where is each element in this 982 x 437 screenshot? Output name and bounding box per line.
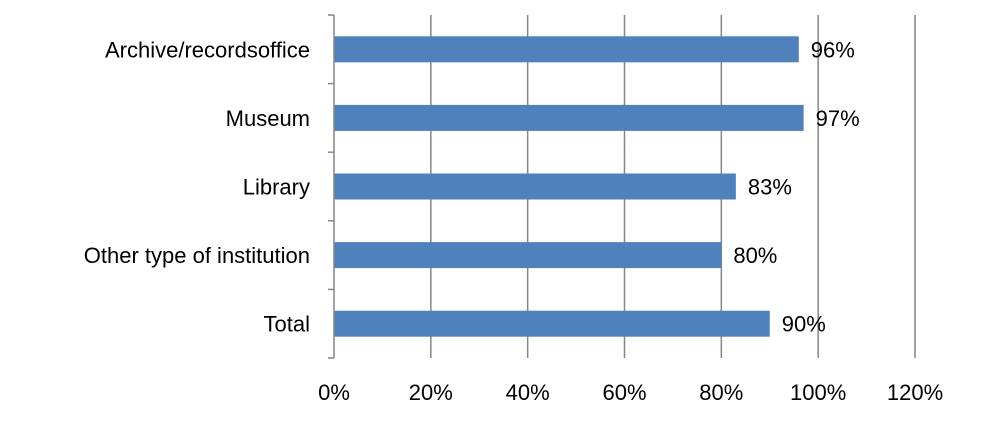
x-tick-label-2: 40% (506, 380, 550, 405)
bar-4 (334, 310, 770, 337)
x-tick-label-1: 20% (409, 380, 453, 405)
axes (328, 14, 335, 359)
x-tick-label-3: 60% (602, 380, 646, 405)
x-tick-label-4: 80% (699, 380, 743, 405)
category-label-4: Total (264, 312, 310, 337)
data-label-1: 97% (816, 106, 860, 131)
bar-1 (334, 104, 804, 131)
bar-2 (334, 173, 736, 200)
x-tick-label-5: 100% (790, 380, 846, 405)
category-label-2: Library (243, 175, 310, 200)
labels: Archive/recordsoffice Museum Library Other … (84, 37, 943, 405)
bars (334, 36, 804, 337)
data-label-3: 80% (733, 243, 777, 268)
data-label-0: 96% (811, 37, 855, 62)
data-label-4: 90% (782, 312, 826, 337)
x-tick-label-6: 120% (887, 380, 943, 405)
x-tick-label-0: 0% (318, 380, 350, 405)
category-label-1: Museum (226, 106, 310, 131)
category-label-0: Archive/recordsoffice (105, 37, 310, 62)
category-label-3: Other type of institution (84, 243, 310, 268)
bar-3 (334, 242, 722, 269)
bar-0 (334, 36, 799, 63)
data-label-2: 83% (748, 175, 792, 200)
